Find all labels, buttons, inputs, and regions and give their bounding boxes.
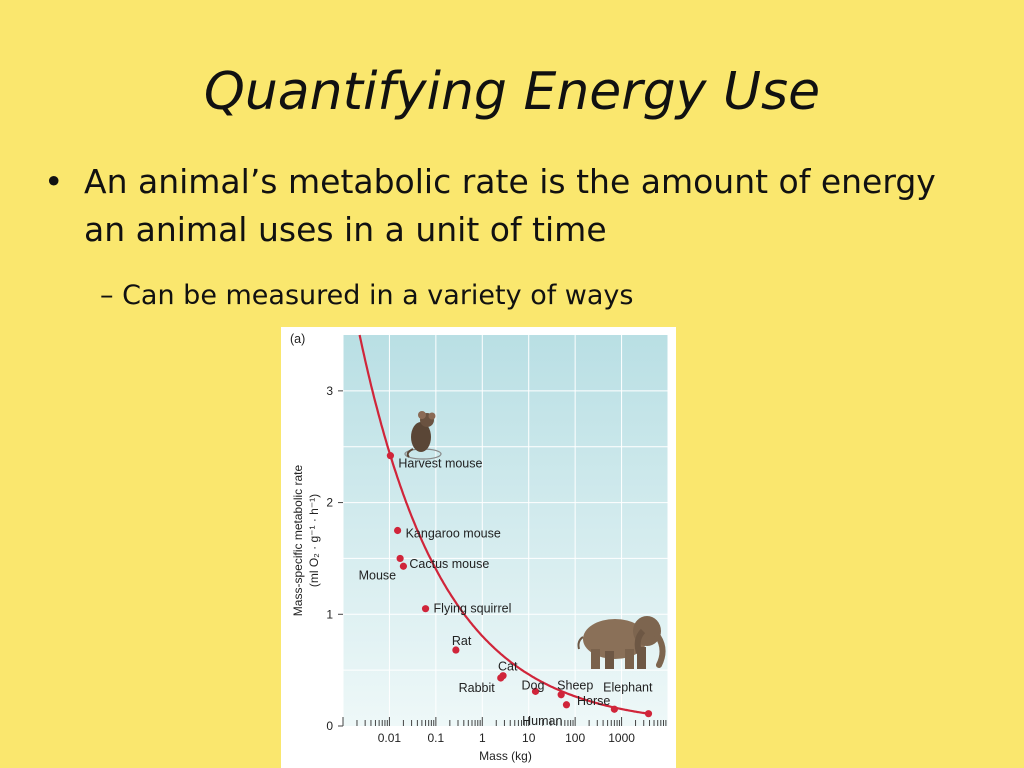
illustrations [404,411,666,669]
point-elephant [644,710,653,718]
point-human [562,701,571,709]
label-flying-squirrel: Flying squirrel [434,602,512,616]
label-dog: Dog [521,678,544,692]
point-dog [531,687,540,695]
data-points: Harvest mouse Kangaroo mouse Cactus mouse M… [359,452,653,728]
bullet-symbol: • [44,162,64,201]
label-sheep: Sheep [557,679,593,693]
x-tick-label: 100 [565,731,585,745]
point-rat [452,646,460,654]
metabolic-rate-chart: (a) 0 1 2 3 0.01 0.1 1 10 100 1000 Mass (kg) Mass-s… [290,332,669,763]
panel-label: (a) [290,332,305,346]
y-axis-label-line1: Mass-specific metabolic rate [291,464,305,616]
y-tick-label: 2 [326,496,333,510]
y-axis-label-line2: (ml O₂ · g⁻¹ · h⁻¹) [307,494,321,587]
metabolic-rate-figure: (a) 0 1 2 3 0.01 0.1 1 10 100 1000 Mass (kg) Mass-s… [281,327,676,768]
sub-bullet-text: – Can be measured in a variety of ways [100,280,634,311]
x-tick-label: 1 [479,731,486,745]
label-rat: Rat [452,634,472,648]
x-tick-label: 10 [522,731,536,745]
point-horse [610,705,618,713]
label-kangaroo-mouse: Kangaroo mouse [406,527,501,541]
x-axis-label: Mass (kg) [479,749,532,763]
curve-line [358,334,651,716]
label-elephant: Elephant [603,681,653,695]
point-sheep [557,691,565,699]
elephant-illustration [577,616,666,669]
point-cactus-mouse [399,562,408,570]
y-tick-label: 1 [326,607,333,621]
allometric-curve [358,334,651,716]
point-flying-squirrel [421,605,430,613]
label-cat: Cat [498,660,518,674]
label-mouse: Mouse [359,568,397,582]
slide-title: Quantifying Energy Use [203,62,821,122]
mouse-illustration [404,411,442,460]
point-mouse [396,554,404,563]
axes: 0 1 2 3 0.01 0.1 1 10 100 1000 Mass (kg) Mass-speci… [291,384,667,763]
point-kangaroo-mouse [394,526,402,535]
label-cactus-mouse: Cactus mouse [409,557,489,571]
label-harvest-mouse: Harvest mouse [398,457,482,471]
x-tick-label: 0.1 [428,731,445,745]
point-rabbit [497,674,505,682]
bullet-text: An animal’s metabolic rate is the amount… [84,162,936,249]
label-horse: Horse [577,694,610,708]
x-tick-label: 0.01 [378,731,402,745]
grid-lines [342,335,669,726]
label-rabbit: Rabbit [459,681,496,695]
y-tick-label: 0 [326,719,333,733]
label-human: Human [522,714,562,728]
x-tick-label: 1000 [608,731,635,745]
y-tick-label: 3 [326,384,333,398]
point-harvest-mouse [386,452,395,460]
